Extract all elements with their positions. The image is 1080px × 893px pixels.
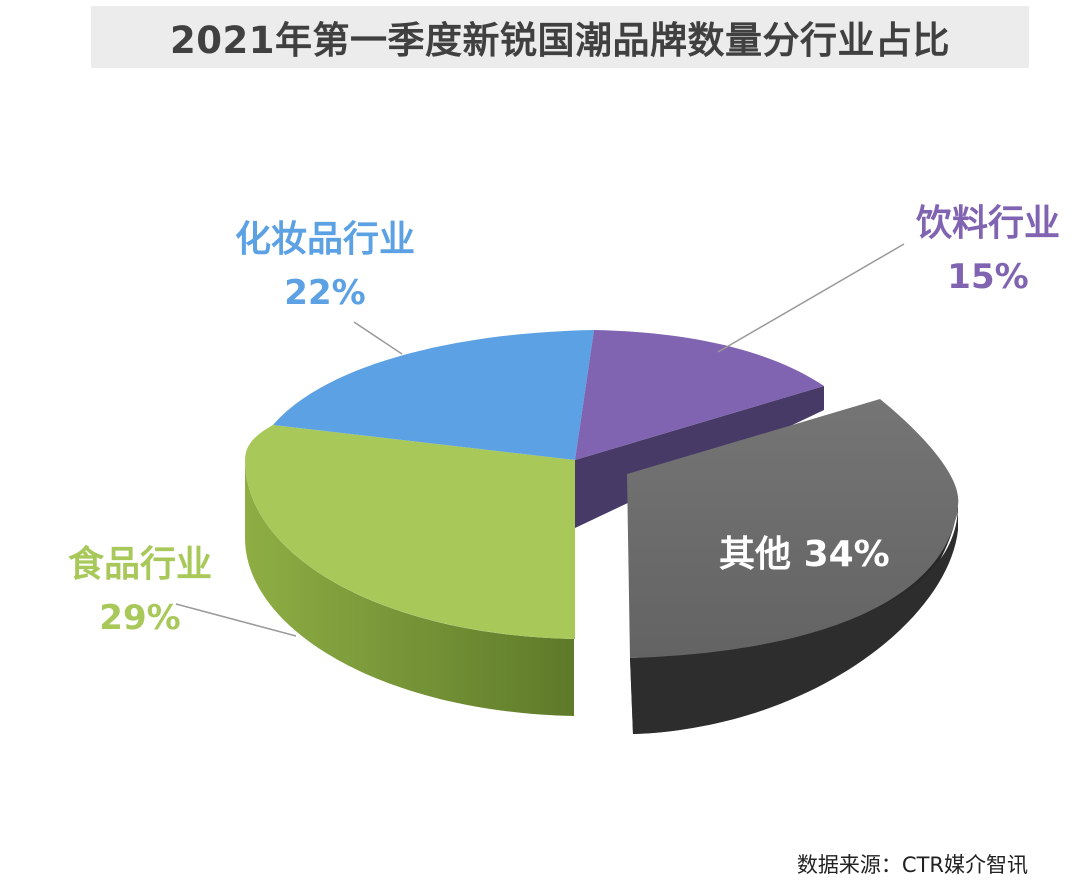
label-cosmetics-value: 22% <box>284 273 366 313</box>
chart-title-bar: 2021年第一季度新锐国潮品牌数量分行业占比 <box>91 6 1029 68</box>
label-cosmetics: 化妆品行业 22% <box>222 219 428 313</box>
pie-slice-other <box>627 399 959 658</box>
label-cosmetics-name: 化妆品行业 <box>234 219 415 260</box>
leader-line-drink <box>717 243 905 353</box>
label-other-value: 34% <box>803 534 890 575</box>
pie-slice-side-food <box>245 460 574 716</box>
chart-title: 2021年第一季度新锐国潮品牌数量分行业占比 <box>170 19 950 62</box>
pie-slice-side-other-lower <box>630 505 958 734</box>
pie-slice-food <box>245 425 575 639</box>
leader-line-cosmetics <box>353 321 403 355</box>
label-drink: 饮料行业 15% <box>906 203 1070 297</box>
label-food: 食品行业 29% <box>50 544 230 638</box>
label-food-name: 食品行业 <box>67 544 212 585</box>
label-other-name: 其他 <box>719 534 792 575</box>
label-other: 其他 34% <box>719 525 890 577</box>
data-source-note: 数据来源：CTR媒介智讯 <box>796 853 1028 877</box>
leader-line-food <box>175 603 297 637</box>
label-food-value: 29% <box>99 598 181 638</box>
label-drink-value: 15% <box>947 257 1029 297</box>
label-drink-name: 饮料行业 <box>915 203 1060 244</box>
pie-slice-drink <box>575 330 824 460</box>
pie-slice-cosmetics <box>273 330 594 460</box>
